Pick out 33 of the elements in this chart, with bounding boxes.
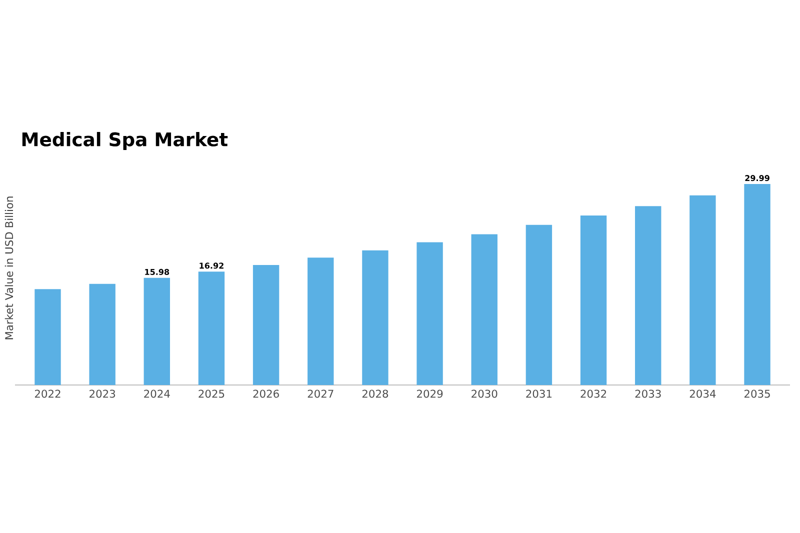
x-tick-label: 2030 [472,390,498,398]
bar [308,258,334,385]
bar [252,265,280,385]
data-label: 16.92 [200,262,224,269]
x-tick-label: 2029 [416,390,443,398]
x-tick-label: 2026 [253,390,279,398]
x-tick-label: 2024 [144,390,170,398]
bar [635,206,662,385]
x-tick-label: 2025 [198,390,224,398]
bar [198,272,225,385]
x-tick-label: 2034 [690,390,716,398]
bar [144,278,170,385]
bar [526,224,552,385]
bar [744,184,770,385]
bar [416,242,443,385]
bar [580,215,607,385]
x-tick-label: 2032 [580,390,606,398]
bar [362,250,388,385]
x-tick-label: 2028 [362,390,388,398]
bar [471,234,498,385]
x-tick-label: 2027 [308,390,334,398]
bar [89,284,116,385]
x-tick-label: 2023 [90,390,116,398]
bar [34,289,61,385]
data-label: 29.99 [745,175,770,182]
x-tick-label: 2031 [526,390,552,398]
chart-title: Medical Spa Market [22,132,228,150]
y-axis-title: Market Value in USD Billion [4,196,14,340]
x-tick-label: 2022 [34,390,60,398]
data-label: 15.98 [145,268,170,275]
x-tick-label: 2035 [744,390,770,398]
bar [690,195,716,385]
x-tick-label: 2033 [635,390,661,398]
